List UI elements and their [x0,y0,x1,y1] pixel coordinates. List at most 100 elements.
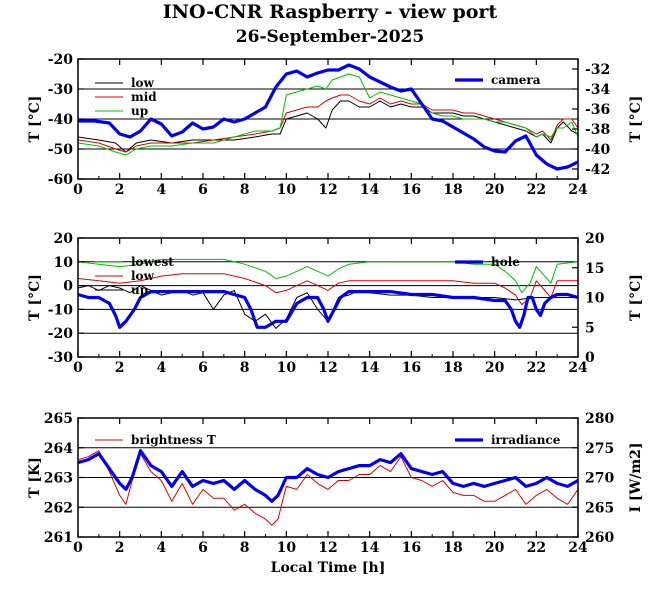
y-tick-label: 0 [63,279,73,295]
x-tick-label: 2 [115,360,125,376]
chart-subtitle: 26-September-2025 [235,27,425,47]
x-tick-label: 4 [156,182,166,198]
y2-tick-label: -38 [585,122,610,138]
y-tick-label: 10 [54,255,74,271]
x-tick-label: 14 [360,182,380,198]
chart-title: INO-CNR Raspberry - view port [162,1,498,23]
series-lines [78,258,578,329]
y-tick-label: -60 [48,172,74,188]
x-tick-label: 18 [443,360,462,376]
x-tick-label: 6 [198,360,208,376]
y2-tick-label: -32 [585,62,610,78]
x-tick-label: 18 [443,182,462,198]
y2-tick-label: 275 [585,441,614,457]
x-tick-label: 16 [402,540,421,556]
y2-axis-label: I [W/m2] [628,442,644,512]
y-tick-label: -40 [48,112,74,128]
x-tick-label: 0 [73,540,83,556]
x-tick-label: 2 [115,182,125,198]
x-tick-label: 4 [156,360,166,376]
y2-tick-label: 10 [585,291,605,307]
series-camera [78,63,578,171]
y-tick-label: 262 [44,500,73,516]
legend-label-camera: camera [491,73,541,87]
legend-label-brightness-T: brightness T [131,433,216,447]
x-tick-label: 10 [277,182,297,198]
legend-label-low: low [131,76,155,90]
y-tick-label: -10 [48,302,74,318]
y-axis-label: T [°C] [27,96,43,143]
y2-tick-label: -40 [585,142,611,158]
x-tick-label: 0 [73,182,83,198]
y2-tick-label: 0 [585,350,595,366]
y-axis-label: T [K] [27,457,43,498]
y2-tick-label: -42 [585,162,610,178]
series-hole [78,290,578,329]
y-tick-label: -30 [48,350,74,366]
x-tick-label: 14 [360,540,380,556]
x-tick-label: 12 [318,540,337,556]
x-tick-label: 10 [277,360,297,376]
x-tick-label: 0 [73,360,83,376]
y-tick-label: 261 [44,530,73,546]
x-tick-label: 10 [277,540,297,556]
legend-label-irradiance: irradiance [491,433,561,447]
legend-label-lowest: lowest [131,255,174,269]
x-tick-label: 20 [485,360,505,376]
x-tick-label: 16 [402,360,421,376]
legend-label-up: up [131,104,148,118]
series-lowest [78,258,578,294]
y2-tick-label: 15 [585,261,604,277]
legend-label-up: up [131,283,148,297]
x-tick-label: 4 [156,540,166,556]
x-tick-label: 22 [527,360,546,376]
x-tick-label: 6 [198,540,208,556]
x-tick-label: 14 [360,360,380,376]
y2-tick-label: -36 [585,102,610,118]
series-low [78,100,578,153]
y2-tick-label: 5 [585,320,595,336]
y2-tick-label: 260 [585,530,614,546]
y2-tick-label: 270 [585,471,614,487]
x-tick-label: 12 [318,182,337,198]
y-tick-label: 263 [44,471,73,487]
y2-axis-label: T [°C] [628,274,644,321]
y-tick-label: 20 [54,231,74,247]
panel-2: 0 2 4 6 8 10 12 14 16 18 20 22 24-30-20-100102005101… [27,231,644,376]
x-tick-label: 16 [402,182,421,198]
y-tick-label: 264 [44,441,73,457]
x-tick-label: 24 [568,360,588,376]
legend-label-low: low [131,269,155,283]
legend-label-mid: mid [131,90,157,104]
y2-tick-label: 20 [585,231,605,247]
y-tick-label: -20 [48,326,74,342]
x-axis-label: Local Time [h] [271,560,386,576]
series-lines [78,63,578,171]
x-tick-label: 22 [527,540,546,556]
x-tick-label: 20 [485,182,505,198]
x-tick-label: 8 [240,540,250,556]
series-brightness-T [78,450,578,526]
y-tick-label: -50 [48,142,74,158]
x-tick-label: 12 [318,360,337,376]
y-tick-label: -30 [48,82,74,98]
x-tick-label: 8 [240,360,250,376]
x-tick-label: 18 [443,540,462,556]
x-tick-label: 8 [240,182,250,198]
x-tick-label: 2 [115,540,125,556]
y-tick-label: -20 [48,52,74,68]
series-up [78,73,578,156]
panel-3: 0 2 4 6 8 10 12 14 16 18 20 22 242612622632642652602… [27,411,644,556]
y2-tick-label: -34 [585,82,611,98]
y2-tick-label: 280 [585,411,614,427]
x-tick-label: 20 [485,540,505,556]
x-tick-label: 24 [568,540,588,556]
x-tick-label: 24 [568,182,588,198]
panel-1: 0 2 4 6 8 10 12 14 16 18 20 22 24-60-50-40-30-20-42-… [27,52,644,198]
x-tick-label: 6 [198,182,208,198]
y2-tick-label: 265 [585,500,614,516]
y2-axis-label: T [°C] [628,96,644,143]
y-tick-label: 265 [44,411,73,427]
series-lines [78,449,578,526]
